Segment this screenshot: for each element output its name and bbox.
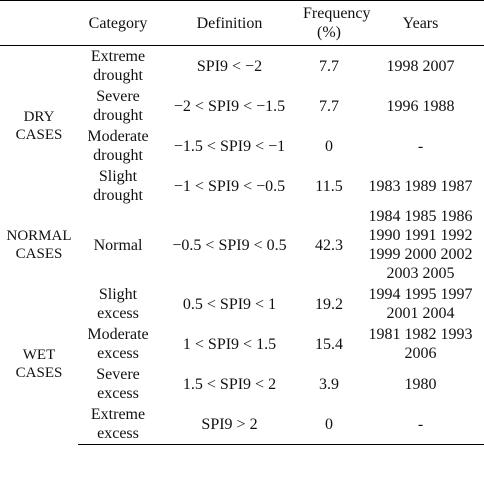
header-frequency: Frequency (%) [301,0,371,46]
definition-cell: 1.5 < SPI9 < 2 [182,375,277,393]
years-cell: 1980 [404,375,437,393]
years-cell: 1994 1995 1997 2001 2004 [368,286,473,322]
definition-cell: −1.5 < SPI9 < −1 [173,137,286,155]
header-group [0,0,78,46]
frequency-cell: 7.7 [319,97,339,115]
category-cell: Moderate excess [87,326,149,362]
definition-cell: 0.5 < SPI9 < 1 [182,295,277,313]
category-cell: Extreme excess [78,404,158,445]
years-cell: 1981 1982 1993 2006 [368,326,473,362]
table-row: DRY CASES Extreme drought SPI9 < −2 7.7 … [0,46,484,143]
category-cell: Normal [93,236,143,254]
category-cell: Moderate drought [87,128,149,164]
frequency-cell: 0 [325,137,333,155]
definition-cell: −0.5 < SPI9 < 0.5 [172,236,287,254]
years-cell: 1983 1989 1987 [368,177,473,195]
frequency-cell: 15.4 [315,335,343,353]
definition-cell: −2 < SPI9 < −1.5 [173,97,286,115]
table-row: Severe drought −2 < SPI9 < −1.5 7.7 1996… [0,86,484,126]
years-cell: - [357,404,484,445]
category-cell: Extreme drought [90,48,146,84]
table-row: Moderate drought −1.5 < SPI9 < −1 0 - [0,126,484,166]
group-label-normal: NORMAL CASES [6,228,72,262]
group-label-wet: WET CASES [15,347,63,382]
years-cell: - [417,137,424,155]
years-cell: 1996 1988 [386,97,455,115]
frequency-cell: 19.2 [315,295,343,313]
frequency-cell: 11.5 [315,177,343,195]
header-definition: Definition [158,0,301,46]
group-label-dry: DRY CASES [15,109,63,143]
frequency-cell: 42.3 [315,236,343,254]
years-cell: 1998 2007 [386,57,455,75]
table-row: NORMAL CASES Normal −0.5 < SPI9 < 0.5 42… [0,206,484,284]
category-cell: Severe excess [96,366,140,402]
table-row: Extreme excess SPI9 > 2 0 - [0,404,484,445]
header-category: Category [78,0,158,46]
header-row: Category Definition Frequency (%) Years [0,0,484,46]
category-cell: Slight drought [93,168,143,204]
header-years: Years [357,0,484,46]
definition-cell: SPI9 > 2 [158,404,301,445]
spi-classification-table: Category Definition Frequency (%) Years … [0,0,484,445]
frequency-cell: 0 [301,404,357,445]
table-row: WET CASES Slight excess 0.5 < SPI9 < 1 1… [0,284,484,381]
frequency-cell: 7.7 [319,57,339,75]
table-row: Severe excess 1.5 < SPI9 < 2 3.9 1980 [0,364,484,404]
table-row: Slight drought −1 < SPI9 < −0.5 11.5 198… [0,166,484,206]
frequency-cell: 3.9 [319,375,339,393]
table-row: Moderate excess 1 < SPI9 < 1.5 15.4 1981… [0,324,484,364]
definition-cell: −1 < SPI9 < −0.5 [173,177,286,195]
definition-cell: SPI9 < −2 [196,57,263,75]
category-cell: Severe drought [93,88,143,124]
definition-cell: 1 < SPI9 < 1.5 [182,335,277,353]
category-cell: Slight excess [97,286,139,322]
years-cell: 1984 1985 1986 1990 1991 1992 1999 2000 … [368,208,473,282]
